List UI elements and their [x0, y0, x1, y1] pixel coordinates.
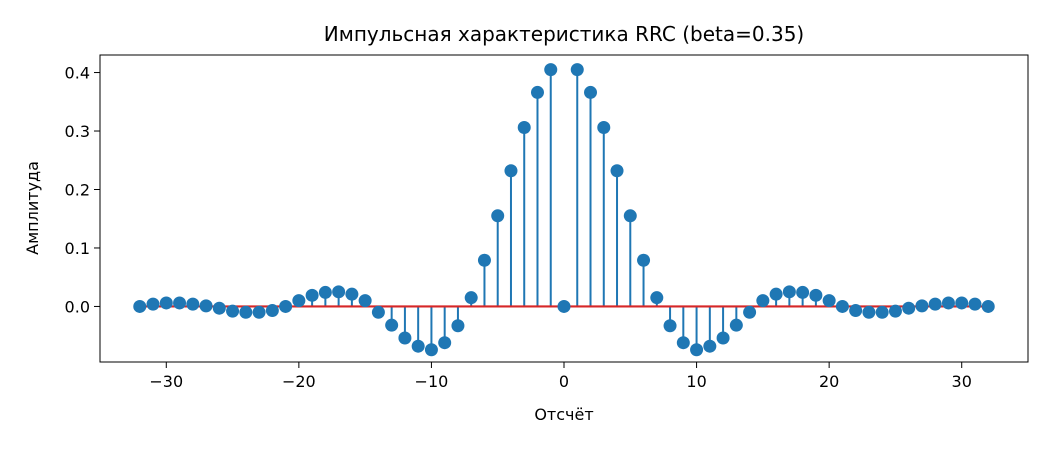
- x-tick-label: −30: [149, 372, 183, 391]
- stem-marker: [199, 299, 213, 313]
- stem-marker: [358, 294, 372, 308]
- stem-marker: [809, 288, 823, 302]
- x-axis-label: Отсчёт: [534, 405, 593, 424]
- stem-marker: [716, 331, 730, 345]
- markers-layer: [133, 63, 995, 357]
- stem-marker: [650, 291, 664, 305]
- stem-marker: [385, 318, 399, 332]
- stem-marker: [796, 285, 810, 299]
- chart-title: Импульсная характеристика RRC (beta=0.35…: [324, 22, 804, 46]
- stem-marker: [305, 288, 319, 302]
- stem-marker: [623, 209, 637, 223]
- stem-marker: [318, 285, 332, 299]
- stem-marker: [464, 291, 478, 305]
- stem-marker: [941, 296, 955, 310]
- y-tick-label: 0.3: [65, 122, 90, 141]
- stem-marker: [849, 304, 863, 318]
- x-tick-label: 10: [686, 372, 706, 391]
- stem-marker: [703, 339, 717, 353]
- stem-marker: [981, 299, 995, 313]
- stem-marker: [928, 297, 942, 311]
- stem-marker: [968, 297, 982, 311]
- stem-marker: [226, 304, 240, 318]
- stem-marker: [212, 301, 226, 315]
- stem-marker: [345, 287, 359, 301]
- y-tick-label: 0.1: [65, 239, 90, 258]
- stem-marker: [517, 121, 531, 135]
- stem-marker: [955, 296, 969, 310]
- stem-marker: [332, 285, 346, 299]
- stem-marker: [146, 297, 160, 311]
- x-tick-label: 20: [819, 372, 839, 391]
- stem-marker: [186, 297, 200, 311]
- y-tick-label: 0.0: [65, 297, 90, 316]
- stem-marker: [371, 305, 385, 319]
- stem-marker: [424, 343, 438, 357]
- y-tick-label: 0.4: [65, 64, 90, 83]
- stem-marker: [133, 299, 147, 313]
- stem-marker: [557, 299, 571, 313]
- stem-marker: [544, 63, 558, 77]
- stem-marker: [252, 305, 266, 319]
- stem-marker: [279, 299, 293, 313]
- stem-marker: [782, 285, 796, 299]
- plot-frame: [99, 54, 1029, 363]
- stem-marker: [438, 336, 452, 350]
- stem-marker: [743, 305, 757, 319]
- stem-marker: [888, 304, 902, 318]
- stem-marker: [663, 319, 677, 333]
- stem-marker: [769, 287, 783, 301]
- stem-marker: [477, 253, 491, 267]
- stem-marker: [676, 336, 690, 350]
- x-tick-label: −10: [415, 372, 449, 391]
- stem-marker: [159, 296, 173, 310]
- stem-marker: [690, 343, 704, 357]
- stem-marker: [491, 209, 505, 223]
- stem-marker: [610, 164, 624, 178]
- x-axis-ticks: −30 −20 −10 0 10 20 30: [149, 362, 972, 391]
- stem-marker: [411, 339, 425, 353]
- stem-marker: [570, 63, 584, 77]
- x-tick-label: 30: [952, 372, 972, 391]
- stem-marker: [173, 296, 187, 310]
- stem-marker: [398, 331, 412, 345]
- stem-marker: [451, 319, 465, 333]
- x-tick-label: 0: [559, 372, 569, 391]
- stem-marker: [915, 299, 929, 313]
- y-tick-label: 0.2: [65, 180, 90, 199]
- stem-marker: [265, 304, 279, 318]
- stem-marker: [902, 301, 916, 315]
- stem-marker: [875, 305, 889, 319]
- stem-marker: [584, 85, 598, 99]
- stem-marker: [729, 318, 743, 332]
- stem-marker: [292, 294, 306, 308]
- stem-marker: [530, 85, 544, 99]
- stem-marker: [637, 253, 651, 267]
- x-tick-label: −20: [282, 372, 316, 391]
- y-axis-ticks: 0.0 0.1 0.2 0.3 0.4: [65, 64, 100, 316]
- stem-marker: [504, 164, 518, 178]
- stem-marker: [597, 121, 611, 135]
- stem-marker: [822, 294, 836, 308]
- y-axis-label: Амплитуда: [23, 161, 42, 255]
- stem-marker: [862, 305, 876, 319]
- stem-marker: [835, 299, 849, 313]
- stem-marker: [239, 305, 253, 319]
- stem-marker: [756, 294, 770, 308]
